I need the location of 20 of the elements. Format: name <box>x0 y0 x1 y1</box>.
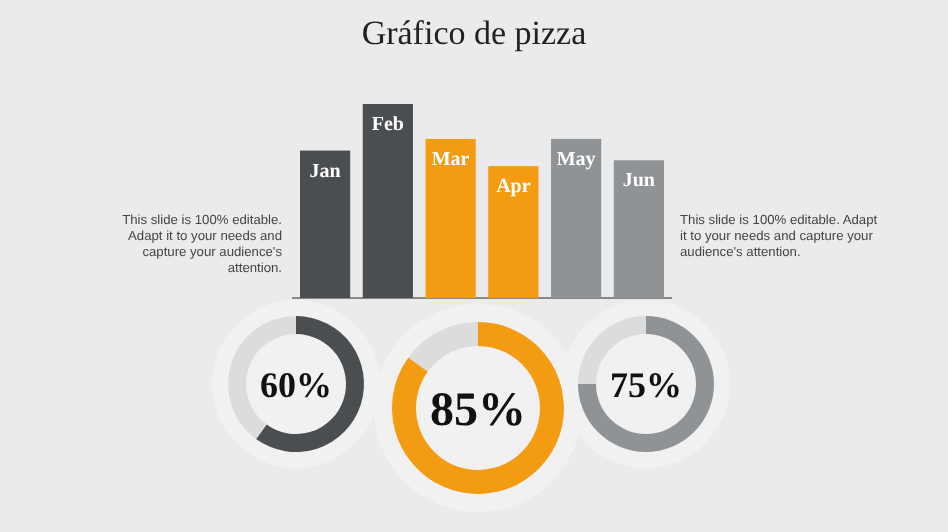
x-tick-label: Apr <box>496 176 532 199</box>
data-label: 85% <box>430 384 526 437</box>
data-label: 75% <box>610 364 682 405</box>
x-tick-label: Feb <box>371 114 405 136</box>
donut-slice <box>256 316 364 452</box>
x-tick-label: Mar <box>431 148 471 171</box>
donut-slice <box>578 316 714 452</box>
donut-slice <box>392 322 564 494</box>
bar <box>551 138 602 298</box>
bar <box>425 138 476 298</box>
bar <box>300 150 351 298</box>
chart-title: Gráfico de pizza <box>361 14 588 52</box>
x-tick-label: Jan <box>309 160 342 183</box>
bar <box>488 166 539 298</box>
data-label: 60% <box>260 364 332 405</box>
donut-slice <box>408 322 478 372</box>
x-tick-label: May <box>556 148 596 171</box>
x-tick-label: Jun <box>622 170 656 193</box>
bar <box>362 104 413 298</box>
bar <box>613 160 664 298</box>
